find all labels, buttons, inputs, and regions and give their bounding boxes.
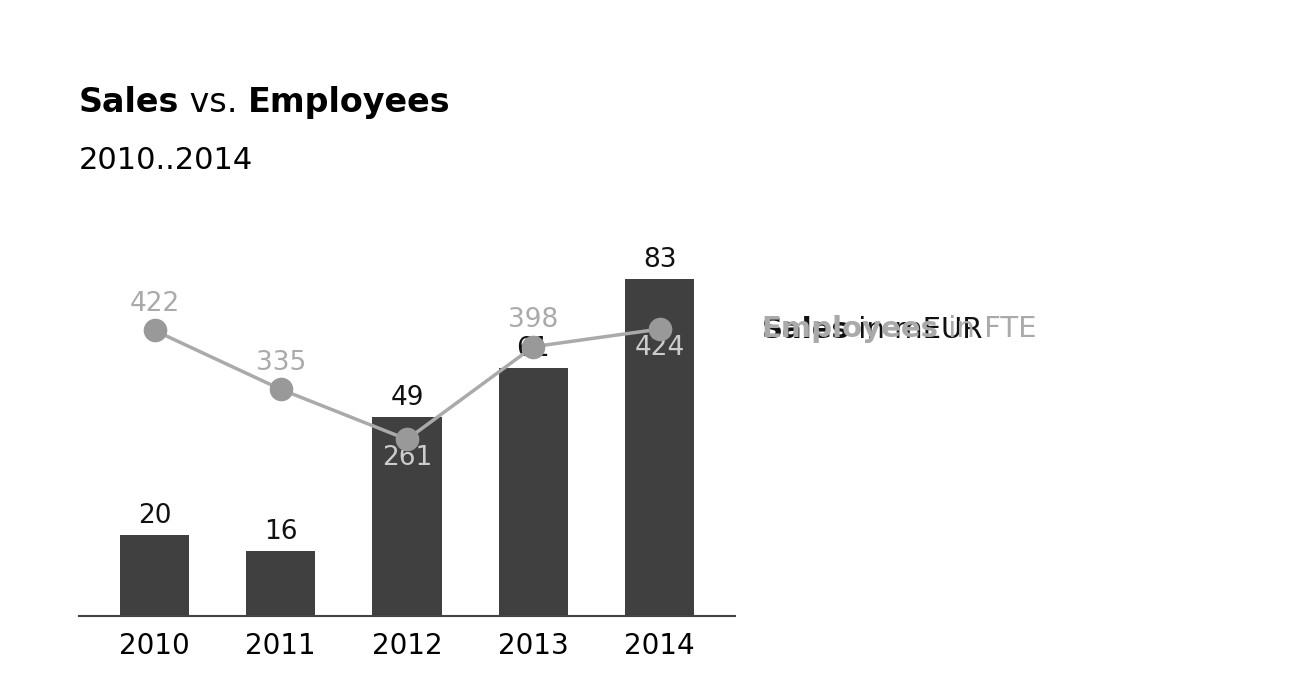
Bar xyxy=(499,368,569,616)
Text: 424: 424 xyxy=(634,335,684,361)
Bar xyxy=(246,551,315,616)
Text: Sales: Sales xyxy=(762,316,850,344)
Text: Sales: Sales xyxy=(79,86,179,119)
Bar xyxy=(625,279,695,616)
Text: 422: 422 xyxy=(130,291,180,317)
Text: 20: 20 xyxy=(138,503,171,528)
Text: 335: 335 xyxy=(256,350,306,376)
Text: 16: 16 xyxy=(264,519,298,545)
Text: in mEUR: in mEUR xyxy=(850,316,983,344)
Text: 83: 83 xyxy=(643,247,676,273)
Bar xyxy=(119,535,189,616)
Text: vs.: vs. xyxy=(179,86,248,119)
Text: 61: 61 xyxy=(516,336,550,363)
Text: Employees: Employees xyxy=(248,86,450,119)
Text: 2010..2014: 2010..2014 xyxy=(79,146,253,175)
Text: Employees: Employees xyxy=(762,315,939,343)
Text: 261: 261 xyxy=(382,445,432,472)
Text: in FTE: in FTE xyxy=(939,315,1036,343)
Bar xyxy=(373,417,441,616)
Text: 49: 49 xyxy=(390,385,424,411)
Text: 398: 398 xyxy=(508,307,558,333)
